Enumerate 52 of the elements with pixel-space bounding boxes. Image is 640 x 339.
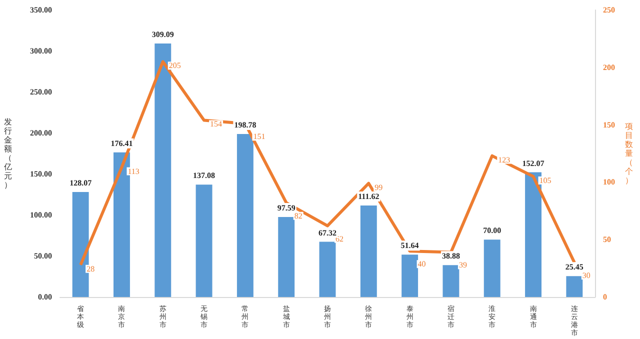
data-label: 28 (86, 264, 95, 274)
bar (236, 134, 254, 297)
bar (72, 192, 89, 297)
bar (525, 172, 542, 297)
data-label: 67.32 (318, 228, 336, 238)
data-label: 123 (498, 155, 510, 164)
data-label: 51.64 (400, 241, 419, 250)
bar (114, 152, 130, 297)
data-label: 128.07 (70, 178, 92, 188)
data-label: 152.07 (522, 158, 544, 168)
y-tick-label: 0.00 (38, 292, 52, 302)
data-label: 30 (582, 271, 590, 280)
data-label: 154 (210, 120, 222, 129)
data-label: 82 (294, 211, 302, 220)
bar (196, 184, 212, 297)
y2-tick-label: 200 (603, 62, 615, 72)
y-axis-title: 发行金额（亿元） (3, 118, 12, 190)
y-tick-label: 150.00 (30, 170, 52, 178)
data-label: 176.41 (110, 138, 133, 148)
data-label: 40 (418, 260, 426, 269)
y-tick-label: 50.00 (34, 252, 52, 260)
y2-tick-label: 50 (603, 235, 611, 244)
data-label: 105 (539, 176, 552, 185)
bar (278, 216, 295, 297)
bar (566, 276, 583, 297)
y-tick-label: 250.00 (30, 88, 52, 96)
y-tick-label: 200.00 (30, 128, 52, 138)
y-tick-label: 350.00 (30, 6, 52, 14)
data-label: 205 (168, 61, 181, 70)
data-label: 38.88 (442, 252, 460, 261)
data-label: 99 (374, 182, 383, 192)
y2-tick-label: 100 (603, 178, 615, 187)
data-label: 309.09 (152, 30, 174, 40)
y2-tick-label: 250 (603, 6, 615, 14)
bar (319, 242, 336, 297)
bar (484, 240, 500, 297)
y2-tick-label: 150 (603, 120, 615, 130)
bar (442, 265, 460, 297)
y2-axis-title: 项目数量（个） (625, 122, 633, 185)
data-label: 70.00 (483, 226, 502, 236)
data-label: 151 (253, 132, 266, 142)
data-label: 111.62 (358, 192, 380, 201)
y-tick-label: 300.00 (30, 46, 52, 56)
data-label: 25.45 (565, 262, 584, 272)
y2-tick-label: 0 (603, 292, 607, 302)
bar (402, 254, 418, 297)
data-label: 113 (128, 166, 140, 176)
data-label: 137.08 (193, 171, 216, 180)
y-tick-label: 100.00 (30, 210, 52, 220)
data-label: 97.59 (277, 203, 296, 212)
bar (360, 205, 377, 297)
data-label: 39 (458, 260, 467, 270)
